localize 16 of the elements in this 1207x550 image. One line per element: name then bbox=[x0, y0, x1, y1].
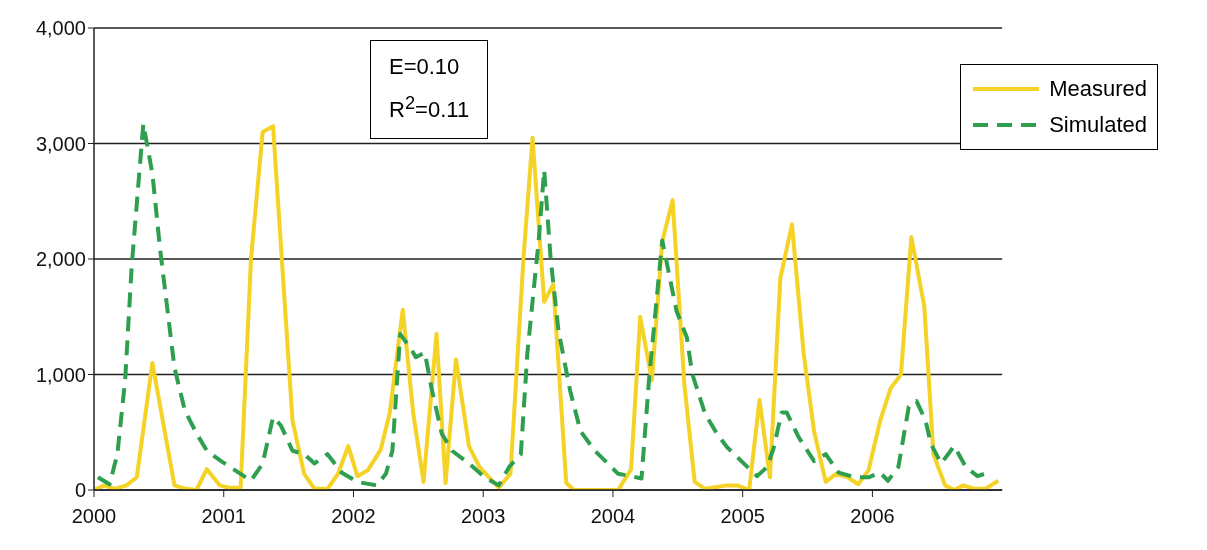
y-tick-label: 1,000 bbox=[35, 363, 86, 386]
y-tick-label: 4,000 bbox=[35, 17, 86, 40]
x-tick-label: 2006 bbox=[850, 505, 895, 528]
x-tick-label: 2004 bbox=[590, 505, 636, 528]
y-tick-label: 0 bbox=[74, 479, 86, 502]
x-tick-label: 2000 bbox=[71, 505, 117, 528]
annotation: R$^{2}$=0.11 bbox=[389, 91, 470, 125]
x-tick-label: 2005 bbox=[720, 505, 765, 528]
y-tick-label: 2,000 bbox=[35, 248, 86, 271]
legend-label: Measured bbox=[1049, 76, 1147, 102]
annotation: E=0.10 bbox=[389, 53, 461, 81]
x-tick-label: 2002 bbox=[331, 505, 376, 528]
x-tick-label: 2001 bbox=[201, 505, 246, 528]
x-tick-label: 2003 bbox=[460, 505, 506, 528]
legend-label: Simulated bbox=[1049, 112, 1147, 138]
y-tick-label: 3,000 bbox=[35, 132, 86, 155]
